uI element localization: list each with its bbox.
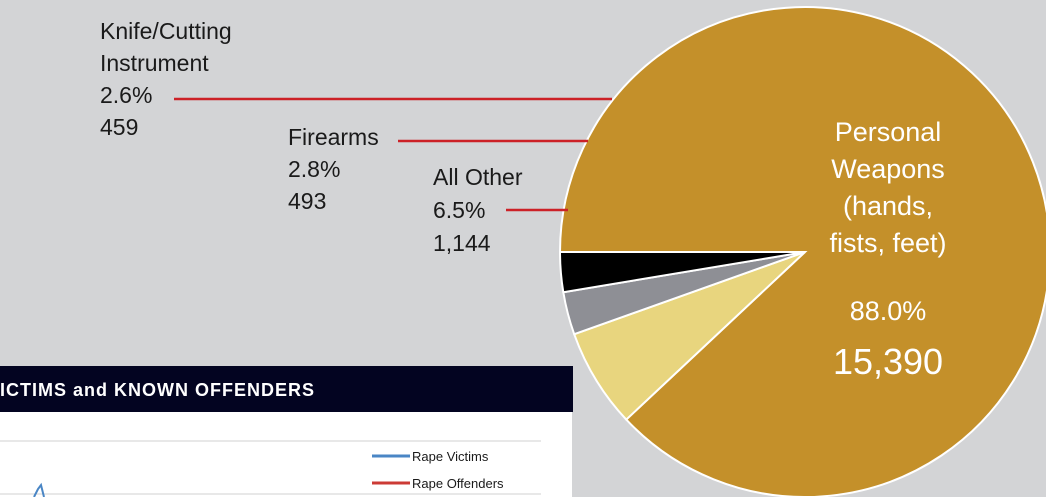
pie-label-all-other: All Other 6.5% 1,144	[433, 164, 523, 256]
legend-label-rape-offenders: Rape Offenders	[412, 476, 504, 491]
legend-label-rape-victims: Rape Victims	[412, 449, 489, 464]
pie-percent-personal-weapons: 88.0%	[850, 296, 927, 326]
line-chart-inset: ICTIMS and KNOWN OFFENDERS Rape VictimsR…	[0, 366, 573, 497]
line-chart-title: ICTIMS and KNOWN OFFENDERS	[0, 380, 315, 400]
pie-labels: Personal Weapons (hands, fists, feet) 88.0% 1…	[100, 18, 947, 382]
line-chart-title-banner	[0, 366, 573, 412]
pie-label-personal-weapons: Personal Weapons (hands, fists, feet)	[829, 117, 946, 258]
pie-count-personal-weapons: 15,390	[833, 341, 943, 382]
line-chart-legend: Rape Victims Rape Offenders	[372, 449, 504, 491]
pie-slice-knife-cutting-instrument	[558, 251, 806, 294]
pie-chart	[558, 6, 1046, 497]
pie-label-firearms: Firearms 2.8% 493	[288, 124, 379, 214]
rape-victims-line	[33, 482, 45, 497]
pie-label-knife-cutting-instrument: Knife/Cutting Instrument 2.6% 459	[100, 18, 232, 140]
line-chart-background	[0, 410, 572, 497]
